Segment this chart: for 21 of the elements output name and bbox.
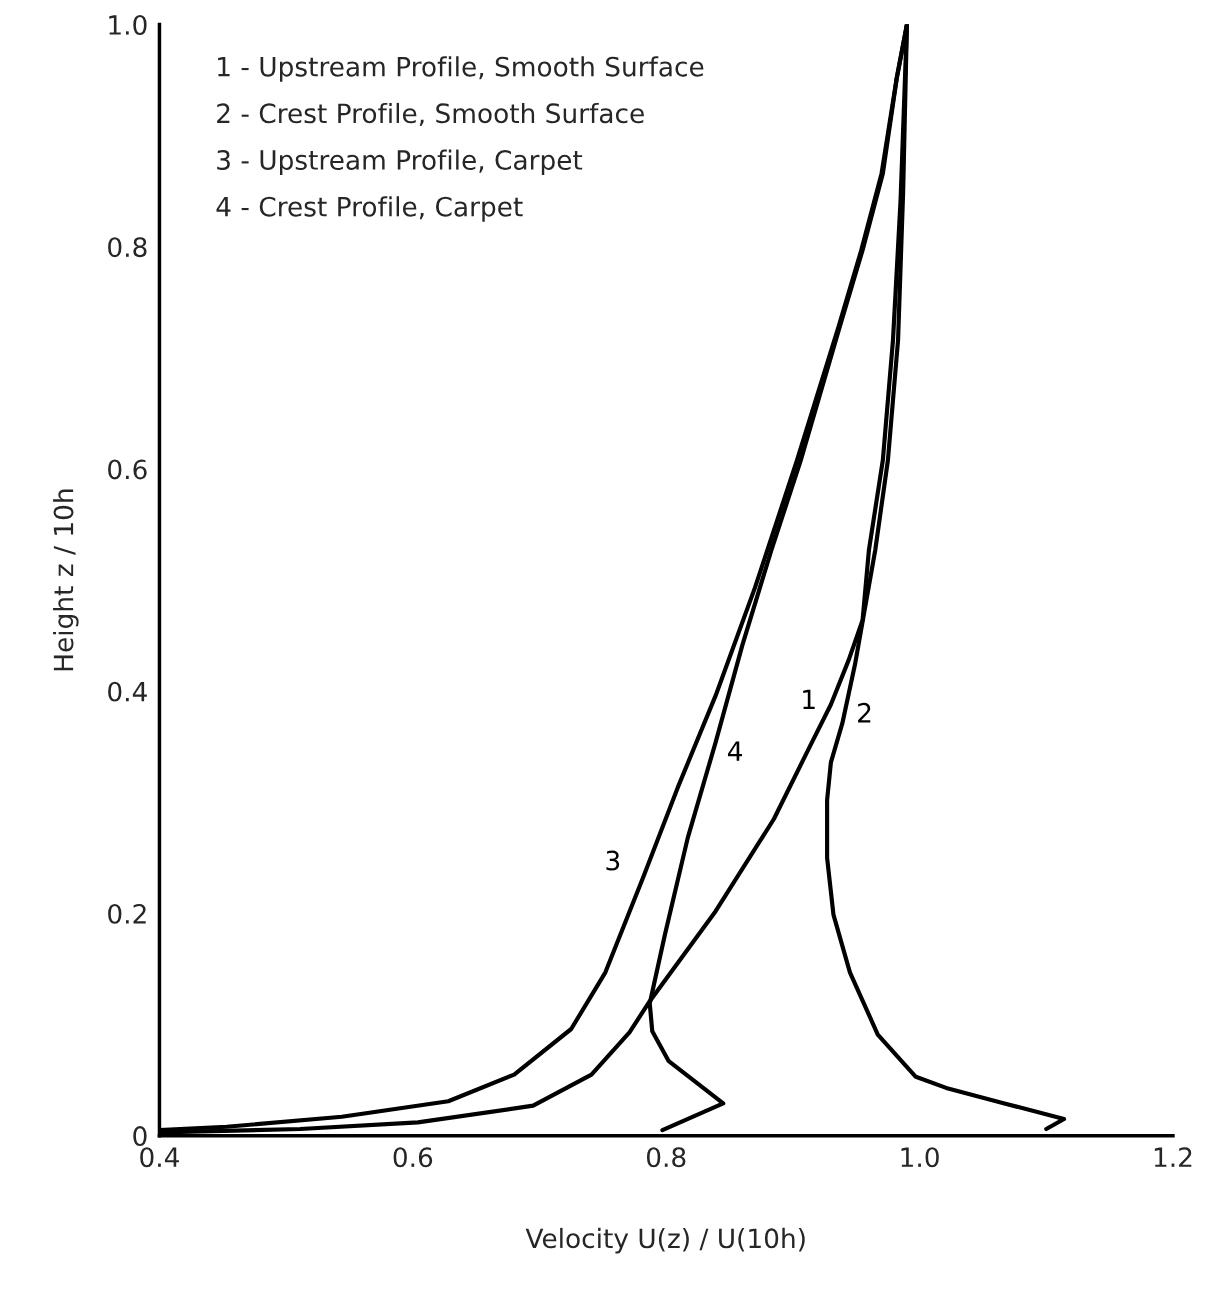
y-tick-label: 0.2 bbox=[108, 903, 146, 924]
y-tick-label: 0 bbox=[133, 1126, 147, 1147]
annotation: 4 - Crest Profile, Carpet bbox=[216, 196, 523, 222]
series-label: 4 bbox=[727, 741, 742, 761]
annotation: 1 - Upstream Profile, Smooth Surface bbox=[218, 56, 704, 82]
annotation: 3 - Upstream Profile, Carpet bbox=[217, 149, 583, 176]
x-axis-title: Velocity U(z) / U(10h) bbox=[525, 1227, 805, 1254]
y-tick-label: 0.8 bbox=[108, 237, 147, 258]
y-tick-label: 0.6 bbox=[108, 459, 147, 480]
series-label: 3 bbox=[606, 850, 620, 871]
x-tick-label: 0.4 bbox=[140, 1147, 179, 1168]
annotation: 2 - Crest Profile, Smooth Surface bbox=[217, 102, 644, 127]
x-tick-label: 1.0 bbox=[901, 1147, 939, 1168]
y-axis-title: Height z / 10h bbox=[53, 489, 79, 671]
series-label: 2 bbox=[858, 702, 871, 723]
x-tick-label: 0.6 bbox=[393, 1147, 433, 1168]
y-tick-label: 0.4 bbox=[108, 681, 147, 702]
series-label: 1 bbox=[803, 689, 815, 710]
x-tick-label: 0.8 bbox=[646, 1147, 686, 1168]
y-tick-label: 1.0 bbox=[109, 14, 147, 35]
x-tick-label: 1.2 bbox=[1154, 1147, 1192, 1167]
